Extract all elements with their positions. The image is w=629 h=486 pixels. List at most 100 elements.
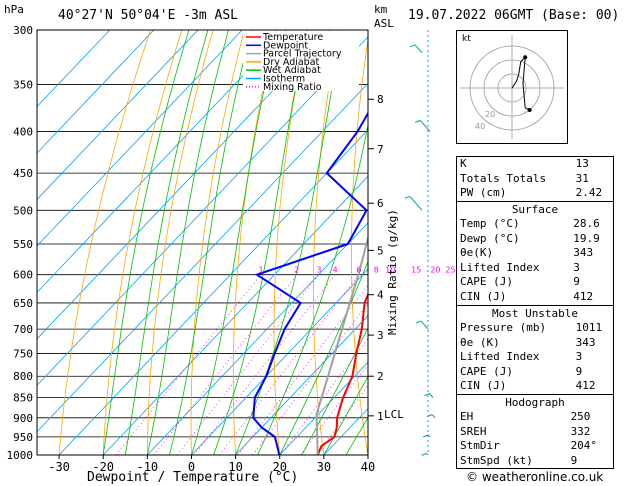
legend-entry: Temperature	[262, 32, 323, 43]
isotherm-line	[37, 30, 243, 247]
isotherm-line	[58, 129, 368, 455]
legend-entry: Dewpoint	[263, 40, 308, 51]
wind-barb	[426, 453, 429, 456]
wind-barb-flag	[423, 434, 429, 438]
pressure-tick-label: 1000	[7, 449, 34, 462]
index-value: 28.6	[573, 217, 600, 230]
dry-adiabat-line	[351, 37, 368, 455]
wind-barb-flag	[409, 44, 416, 48]
mixing-ratio-line	[218, 274, 360, 455]
hodograph-ring-label: 20	[485, 110, 495, 119]
hodograph-trace	[511, 55, 530, 111]
indices-surface-box: Surface Temp (°C) 28.6 Dewp (°C) 19.9 θe(K) 3…	[456, 201, 614, 306]
index-label: CIN (J)	[460, 379, 507, 393]
index-label: CIN (J)	[460, 289, 507, 303]
x-tick-label: 40	[361, 460, 375, 474]
pressure-tick-label: 950	[13, 431, 33, 444]
isotherm-line	[37, 30, 111, 108]
x-tick-label: -30	[48, 460, 70, 474]
isotherm-line	[279, 361, 368, 455]
wet-adiabat-line	[169, 30, 252, 455]
pressure-tick-label: 500	[13, 204, 33, 217]
wind-barb	[427, 434, 431, 438]
wet-adiabat-line	[146, 30, 229, 455]
index-row: K 13	[457, 157, 613, 172]
mixing-ratio-line	[237, 284, 368, 455]
index-label: Temp (°C)	[460, 217, 520, 230]
mixing-ratio-label: 15	[411, 266, 421, 275]
wet-adiabat-line	[235, 30, 344, 455]
index-row: CIN (J) 412	[457, 379, 613, 394]
index-label: StmSpd (kt)	[460, 453, 533, 467]
pressure-tick-label: 650	[13, 297, 33, 310]
index-row: EH 250	[457, 410, 613, 425]
hodograph-point	[523, 55, 528, 60]
index-row: SREH 332	[457, 425, 613, 440]
isotherm-line	[37, 36, 368, 386]
index-label: Lifted Index	[460, 260, 540, 274]
dry-adiabat-line	[102, 30, 183, 455]
hodograph-ring-label: 40	[475, 122, 485, 131]
legend-box	[243, 31, 359, 91]
wind-barb-flag	[415, 119, 421, 123]
mixing-ratio-label: 3	[316, 266, 321, 275]
index-value: 343	[575, 335, 596, 349]
index-label: CAPE (J)	[460, 275, 513, 289]
index-row: θe (K) 343	[457, 336, 613, 351]
dry-adiabat-line	[312, 30, 339, 455]
x-tick-label: 0	[188, 460, 195, 474]
index-label: SREH	[460, 424, 487, 438]
index-value: 9	[573, 275, 580, 289]
pressure-tick-label: 850	[13, 392, 33, 405]
wind-barb	[414, 44, 423, 54]
index-label: θe (K)	[460, 335, 500, 349]
isotherm-line	[37, 30, 199, 201]
index-label: θe(K)	[460, 246, 494, 260]
pressure-tick-label: 800	[13, 370, 33, 383]
most-unstable-title: Most Unstable	[491, 307, 579, 320]
index-label: Lifted Index	[460, 350, 540, 364]
wet-adiabat-line	[257, 122, 368, 455]
lcl-label: LCL	[384, 408, 404, 421]
temperature-series	[316, 291, 368, 455]
index-value: 3	[573, 260, 580, 274]
wind-barb	[409, 195, 423, 211]
wet-adiabat-line	[213, 30, 308, 455]
index-label: Pressure (mb)	[460, 321, 547, 334]
index-value: 332	[570, 424, 591, 438]
index-value: 31	[575, 171, 589, 185]
index-row: Dewp (°C) 19.9	[457, 232, 613, 247]
dry-adiabat-line	[146, 30, 214, 455]
pressure-tick-label: 900	[13, 412, 33, 425]
index-value: 9	[575, 364, 583, 378]
index-value: 1011	[575, 321, 603, 334]
indices-most-unstable-box: Most Unstable Pressure (mb) 1011 θe (K) 343…	[456, 305, 614, 395]
plot-frame	[36, 29, 369, 456]
index-label: Totals Totals	[460, 171, 547, 185]
legend-entry: Parcel Trajectory	[263, 49, 342, 60]
index-row: CAPE (J) 9	[457, 365, 613, 380]
wind-barb	[420, 320, 429, 330]
index-value: 9	[570, 453, 578, 467]
km-tick-label: 2	[377, 370, 384, 383]
mixing-ratio-label: 20	[430, 266, 440, 275]
km-tick-label: 1	[377, 410, 384, 423]
index-row: CAPE (J) 9	[457, 275, 613, 290]
km-tick-label: 5	[377, 244, 384, 257]
index-row: Temp (°C) 28.6	[457, 217, 613, 232]
dry-adiabat-line	[190, 30, 245, 455]
mixing-ratio-label: 2	[294, 266, 299, 275]
index-row: StmDir 204°	[457, 439, 613, 454]
indices-top-box: K 13 Totals Totals 31 PW (cm) 2.42	[456, 156, 614, 202]
index-label: EH	[460, 410, 474, 423]
index-value: 412	[573, 289, 594, 303]
wind-barb-flag	[421, 452, 427, 456]
isotherm-line	[191, 268, 368, 455]
x-tick-label: 20	[273, 460, 287, 474]
dry-adiabat-line	[273, 30, 308, 455]
legend-entry: Mixing Ratio	[263, 82, 322, 93]
index-label: K	[460, 157, 467, 170]
isotherm-line	[102, 175, 368, 455]
dry-adiabat-line	[232, 30, 276, 455]
